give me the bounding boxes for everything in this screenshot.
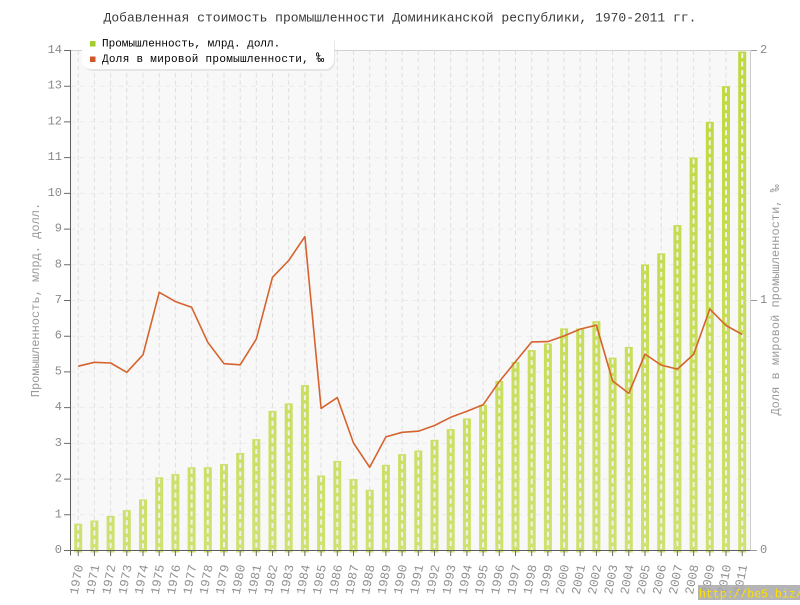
svg-text:2008: 2008 [683,564,702,596]
svg-text:1995: 1995 [473,564,492,596]
svg-text:4: 4 [55,400,62,414]
svg-text:2001: 2001 [570,564,589,596]
svg-text:1992: 1992 [424,564,443,596]
svg-text:1982: 1982 [262,564,281,596]
svg-text:1984: 1984 [294,564,313,596]
svg-text:2003: 2003 [602,564,621,596]
svg-text:1977: 1977 [181,564,200,596]
svg-text:3: 3 [55,436,62,450]
svg-text:1974: 1974 [132,564,151,596]
svg-text:1980: 1980 [230,564,249,596]
svg-text:Доля в мировой промышленности,: Доля в мировой промышленности, ‰ [768,184,783,415]
svg-text:1975: 1975 [149,564,168,596]
svg-text:9: 9 [55,222,62,236]
svg-text:2: 2 [760,43,767,57]
svg-text:1993: 1993 [440,564,459,596]
svg-text:2007: 2007 [667,564,686,596]
svg-text:12: 12 [48,114,62,128]
svg-text:1989: 1989 [375,564,394,596]
svg-text:0: 0 [760,543,767,557]
svg-text:5: 5 [55,364,62,378]
svg-text:11: 11 [48,150,62,164]
svg-text:1: 1 [760,293,767,307]
svg-text:http://be5.biz/: http://be5.biz/ [699,589,800,601]
svg-text:1973: 1973 [116,564,135,596]
svg-text:1998: 1998 [521,564,540,596]
svg-text:1997: 1997 [505,564,524,596]
svg-text:1971: 1971 [84,564,103,596]
svg-text:Доля в мировой промышленности,: Доля в мировой промышленности, ‰ [102,52,325,67]
svg-text:1987: 1987 [343,564,362,596]
svg-text:1981: 1981 [246,564,265,596]
svg-text:2006: 2006 [651,564,670,596]
svg-text:1991: 1991 [408,564,427,596]
svg-text:2002: 2002 [586,564,605,596]
svg-text:1994: 1994 [456,564,475,596]
svg-text:2000: 2000 [554,564,573,596]
svg-text:Добавленная стоимость промышле: Добавленная стоимость промышленности Дом… [104,11,697,26]
svg-text:1985: 1985 [311,564,330,596]
svg-text:1972: 1972 [100,564,119,596]
svg-text:6: 6 [55,329,62,343]
svg-text:2005: 2005 [634,564,653,596]
svg-text:1983: 1983 [278,564,297,596]
svg-text:2: 2 [55,472,62,486]
svg-text:2004: 2004 [618,564,637,596]
svg-text:1988: 1988 [359,564,378,596]
svg-text:1986: 1986 [327,564,346,596]
svg-text:0: 0 [55,543,62,557]
svg-text:13: 13 [48,79,62,93]
svg-text:1979: 1979 [213,564,232,596]
svg-text:Промышленность, млрд. долл.: Промышленность, млрд. долл. [29,203,43,397]
svg-text:1976: 1976 [165,564,184,596]
svg-text:1: 1 [55,507,62,521]
svg-text:1970: 1970 [68,564,87,596]
svg-text:1996: 1996 [489,564,508,596]
svg-text:14: 14 [48,43,62,57]
svg-text:7: 7 [55,293,62,307]
svg-text:Промышленность, млрд. долл.: Промышленность, млрд. долл. [102,38,280,50]
svg-text:8: 8 [55,257,62,271]
svg-text:1990: 1990 [392,564,411,596]
svg-text:1999: 1999 [537,564,556,596]
svg-text:1978: 1978 [197,564,216,596]
svg-text:10: 10 [48,186,62,200]
